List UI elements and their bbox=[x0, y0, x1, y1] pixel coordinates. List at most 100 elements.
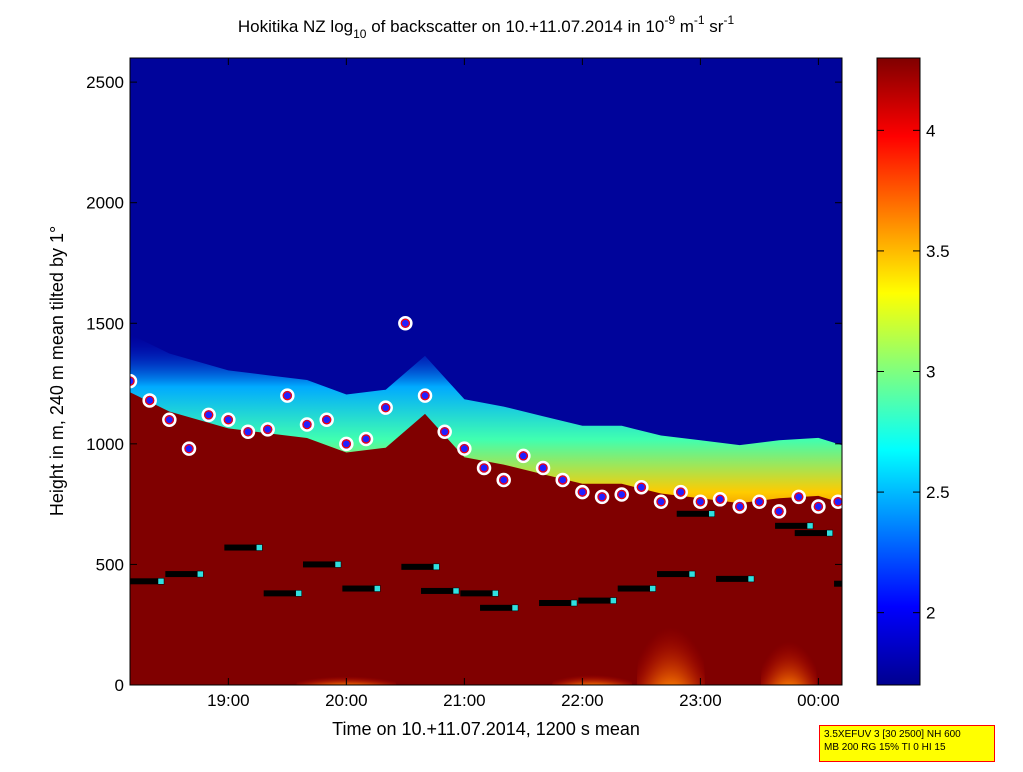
colorbar-tick-label: 3 bbox=[926, 363, 935, 382]
plot-frame bbox=[129, 57, 843, 686]
cloud-base-bar bbox=[421, 587, 456, 594]
cloud-base-markers bbox=[130, 510, 872, 612]
layer-point-ring bbox=[361, 434, 371, 444]
y-tick-label: 2500 bbox=[86, 73, 124, 92]
layer-point-ring bbox=[223, 415, 233, 425]
cloud-base-bar bbox=[794, 530, 829, 537]
layer-point-ring bbox=[577, 487, 587, 497]
layer-point-ring bbox=[676, 487, 686, 497]
layer-point-ring bbox=[479, 463, 489, 473]
cloud-base-marker bbox=[708, 510, 715, 518]
layer-point-ring bbox=[164, 415, 174, 425]
x-tick-label: 19:00 bbox=[207, 691, 250, 710]
cloud-base-bar bbox=[263, 590, 298, 597]
surface-plumes bbox=[296, 588, 817, 685]
y-tick-label: 2000 bbox=[86, 194, 124, 213]
cloud-base-bar bbox=[617, 585, 652, 592]
cloud-base-bar bbox=[480, 604, 515, 611]
x-tick-label: 23:00 bbox=[679, 691, 722, 710]
colorbar-ticks: 2 2.5 3 3.5 4 bbox=[877, 121, 950, 623]
colorbar bbox=[876, 57, 921, 686]
x-tick-label: 20:00 bbox=[325, 691, 368, 710]
layer-point-ring bbox=[518, 451, 528, 461]
cloud-base-bar bbox=[676, 510, 711, 517]
cloud-base-bar bbox=[657, 571, 692, 578]
layer-point-ring bbox=[597, 492, 607, 502]
layer-point-ring bbox=[440, 427, 450, 437]
layer-point-ring bbox=[184, 444, 194, 454]
layer-point-ring bbox=[636, 482, 646, 492]
cloud-base-marker bbox=[511, 604, 519, 612]
cloud-base-marker bbox=[256, 544, 263, 551]
layer-point-ring bbox=[263, 424, 273, 434]
y-axis-label: Height in m, 240 m mean tilted by 1° bbox=[47, 226, 67, 516]
cloud-base-bar bbox=[539, 600, 574, 607]
cloud-base-bar bbox=[342, 585, 377, 592]
cloud-base-bar bbox=[775, 522, 810, 529]
layer-point-ring bbox=[322, 415, 332, 425]
colorbar-tick-label: 2.5 bbox=[926, 483, 950, 502]
x-axis-ticks: 19:00 20:00 21:00 22:00 23:00 00:00 bbox=[207, 58, 840, 710]
layer-point-ring bbox=[400, 318, 410, 328]
cloud-base-marker bbox=[610, 597, 617, 604]
x-tick-label: 00:00 bbox=[797, 691, 840, 710]
cloud-base-marker bbox=[374, 585, 381, 592]
layer-point-ring bbox=[243, 427, 253, 437]
info-line-2: MB 200 RG 15% TI 0 HI 15 bbox=[824, 742, 946, 753]
surface-plume-0 bbox=[636, 588, 705, 685]
cloud-base-bar bbox=[303, 561, 338, 568]
cloud-base-bar bbox=[834, 580, 842, 587]
plot-area bbox=[130, 58, 872, 685]
surface-plume-1 bbox=[760, 612, 817, 685]
chart-title: Hokitika NZ log10 of backscatter on 10.+… bbox=[238, 13, 735, 41]
cloud-base-marker bbox=[492, 590, 499, 597]
cloud-base-marker bbox=[197, 570, 204, 578]
y-tick-label: 0 bbox=[115, 676, 124, 695]
cloud-base-bar bbox=[224, 544, 259, 551]
cloud-base-marker bbox=[806, 522, 814, 530]
layer-point-ring bbox=[459, 444, 469, 454]
surface-plume-3 bbox=[552, 668, 633, 685]
cloud-base-bar bbox=[130, 578, 160, 585]
layer-point bbox=[830, 494, 842, 509]
colorbar-tick-label: 2 bbox=[926, 604, 935, 623]
layer-point-ring bbox=[794, 492, 804, 502]
layer-point-ring bbox=[715, 494, 725, 504]
y-tick-label: 1000 bbox=[86, 435, 124, 454]
layer-point-ring bbox=[204, 410, 214, 420]
layer-point-ring bbox=[130, 376, 135, 386]
y-tick-label: 1500 bbox=[86, 314, 124, 333]
cloud-base-marker bbox=[649, 585, 656, 592]
cloud-base-marker bbox=[866, 581, 872, 587]
colorbar-tick-label: 4 bbox=[926, 121, 935, 140]
layer-point-ring bbox=[656, 497, 666, 507]
cloud-base-marker bbox=[157, 578, 165, 585]
layer-point-ring bbox=[754, 497, 764, 507]
cloud-base-bar bbox=[460, 590, 495, 597]
layer-point-ring bbox=[381, 403, 391, 413]
layer-point-ring bbox=[558, 475, 568, 485]
layer-point-ring bbox=[302, 419, 312, 430]
x-axis-label: Time on 10.+11.07.2014, 1200 s mean bbox=[332, 719, 640, 739]
layer-point-ring bbox=[538, 463, 548, 473]
layer-point-ring bbox=[735, 501, 745, 512]
surface-plume-2 bbox=[296, 670, 397, 685]
layer-point-ring bbox=[145, 395, 155, 406]
cloud-base-bar bbox=[716, 575, 751, 582]
layer-point-ring bbox=[341, 439, 351, 449]
layer-point-ring bbox=[499, 475, 509, 485]
y-tick-label: 500 bbox=[96, 555, 124, 574]
info-line-1: 3.5XEFUV 3 [30 2500] NH 600 bbox=[824, 729, 961, 740]
layer-point bbox=[130, 373, 138, 389]
layer-point-ring bbox=[833, 497, 842, 507]
cloud-base-marker bbox=[747, 575, 755, 583]
cloud-base-marker bbox=[570, 599, 578, 607]
x-tick-label: 21:00 bbox=[443, 691, 486, 710]
cloud-base-marker bbox=[826, 529, 833, 537]
cloud-base-bar bbox=[578, 597, 613, 604]
layer-point-ring bbox=[420, 391, 430, 401]
cloud-base-marker bbox=[433, 563, 440, 571]
layer-point-ring bbox=[617, 489, 627, 500]
